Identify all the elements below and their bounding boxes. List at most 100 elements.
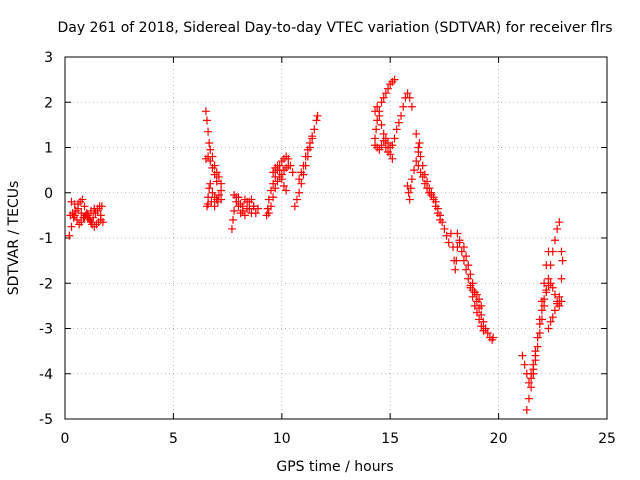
data-point bbox=[412, 157, 421, 166]
data-point bbox=[203, 116, 212, 125]
data-point bbox=[477, 301, 486, 310]
data-point bbox=[414, 143, 423, 152]
y-tick-label: -2 bbox=[39, 276, 53, 292]
data-point bbox=[206, 145, 215, 154]
data-point bbox=[264, 195, 273, 204]
y-tick-label: 0 bbox=[44, 186, 53, 202]
data-point bbox=[297, 179, 306, 188]
data-point bbox=[407, 102, 416, 111]
data-point bbox=[210, 202, 219, 211]
data-point bbox=[308, 132, 317, 141]
data-point bbox=[555, 292, 564, 301]
data-point bbox=[557, 274, 566, 283]
data-point bbox=[97, 202, 106, 211]
data-point bbox=[201, 107, 210, 116]
data-point bbox=[227, 224, 236, 233]
x-tick-label: 10 bbox=[273, 431, 291, 447]
x-tick-labels: 0 5 10 15 20 25 bbox=[61, 431, 616, 447]
data-point bbox=[405, 195, 414, 204]
data-point bbox=[290, 202, 299, 211]
data-point bbox=[548, 283, 557, 292]
data-point bbox=[433, 209, 442, 218]
x-tick-label: 5 bbox=[169, 431, 178, 447]
data-point bbox=[282, 186, 291, 195]
data-point bbox=[277, 175, 286, 184]
x-tick-label: 15 bbox=[381, 431, 399, 447]
data-point bbox=[379, 93, 388, 102]
data-point bbox=[271, 184, 280, 193]
data-point bbox=[537, 315, 546, 324]
y-tick-labels: -5 -4 -3 -2 -1 0 1 2 3 bbox=[39, 50, 53, 428]
data-point bbox=[527, 369, 536, 378]
data-point bbox=[550, 306, 559, 315]
data-point bbox=[377, 120, 386, 129]
data-point bbox=[230, 206, 239, 215]
data-point bbox=[462, 265, 471, 274]
data-point bbox=[404, 188, 413, 197]
data-point bbox=[548, 313, 557, 322]
grid-lines bbox=[65, 57, 607, 419]
data-point bbox=[266, 186, 275, 195]
data-point bbox=[415, 138, 424, 147]
data-point bbox=[464, 261, 473, 270]
y-tick-label: -3 bbox=[39, 322, 53, 338]
data-point bbox=[305, 138, 314, 147]
data-point bbox=[464, 274, 473, 283]
data-point bbox=[67, 222, 76, 231]
data-point bbox=[405, 93, 414, 102]
data-point bbox=[436, 215, 445, 224]
data-point bbox=[418, 172, 427, 181]
data-point bbox=[204, 127, 213, 136]
data-point bbox=[377, 141, 386, 150]
data-point bbox=[240, 211, 249, 220]
data-point bbox=[397, 111, 406, 120]
data-point bbox=[453, 229, 462, 238]
data-point bbox=[371, 107, 380, 116]
data-point bbox=[388, 154, 397, 163]
data-point bbox=[455, 238, 464, 247]
data-point bbox=[80, 202, 89, 211]
y-tick-label: 2 bbox=[44, 95, 53, 111]
data-point bbox=[288, 168, 297, 177]
data-point bbox=[535, 319, 544, 328]
data-point bbox=[531, 347, 540, 356]
data-point bbox=[284, 161, 293, 170]
data-point bbox=[208, 188, 217, 197]
data-point bbox=[553, 299, 562, 308]
data-point bbox=[416, 168, 425, 177]
data-point bbox=[249, 202, 258, 211]
data-point bbox=[284, 154, 293, 163]
data-point bbox=[466, 281, 475, 290]
data-point bbox=[410, 166, 419, 175]
data-point bbox=[399, 102, 408, 111]
data-point bbox=[529, 360, 538, 369]
data-point bbox=[420, 179, 429, 188]
data-point bbox=[462, 252, 471, 261]
data-point bbox=[379, 136, 388, 145]
chart-title: Day 261 of 2018, Sidereal Day-to-day VTE… bbox=[57, 20, 612, 36]
data-point bbox=[301, 152, 310, 161]
data-point bbox=[414, 161, 423, 170]
data-point bbox=[444, 238, 453, 247]
data-point bbox=[542, 286, 551, 295]
data-point bbox=[299, 161, 308, 170]
data-point bbox=[229, 215, 238, 224]
data-point bbox=[384, 84, 393, 93]
data-point bbox=[204, 152, 213, 161]
data-point bbox=[297, 168, 306, 177]
data-point bbox=[483, 329, 492, 338]
data-point bbox=[85, 215, 94, 224]
y-tick-label: -4 bbox=[39, 367, 53, 383]
data-point bbox=[373, 102, 382, 111]
data-point bbox=[537, 306, 546, 315]
data-point bbox=[279, 181, 288, 190]
data-point bbox=[232, 193, 241, 202]
data-point bbox=[452, 256, 461, 265]
data-point bbox=[533, 342, 542, 351]
data-point bbox=[236, 209, 245, 218]
data-point bbox=[269, 193, 278, 202]
data-point bbox=[208, 163, 217, 172]
data-point bbox=[295, 188, 304, 197]
data-point bbox=[481, 324, 490, 333]
data-point bbox=[269, 168, 278, 177]
